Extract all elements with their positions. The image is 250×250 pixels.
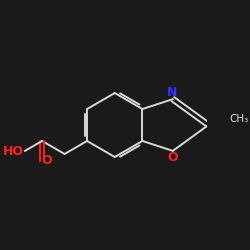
Text: O: O bbox=[41, 154, 52, 168]
Text: CH₃: CH₃ bbox=[230, 114, 249, 124]
Text: N: N bbox=[167, 86, 177, 100]
Text: HO: HO bbox=[3, 146, 24, 158]
Text: O: O bbox=[167, 150, 178, 164]
